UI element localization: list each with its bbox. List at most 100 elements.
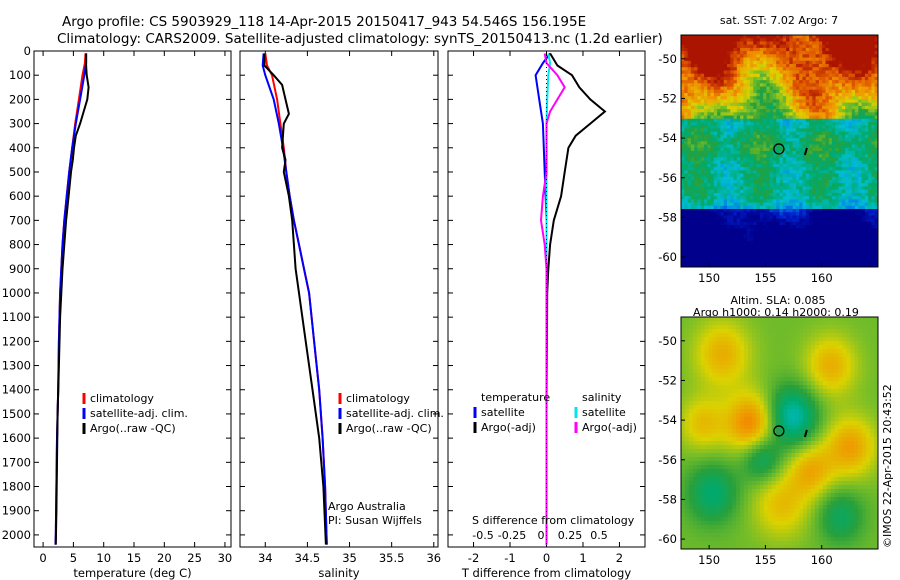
map-cell: [772, 247, 777, 252]
map-frame: [680, 34, 879, 268]
map-cell: [799, 317, 804, 322]
map-cell: [697, 51, 702, 55]
map-cell: [825, 86, 830, 91]
map-cell: [848, 199, 853, 204]
map-cell: [792, 54, 797, 59]
map-cell: [874, 192, 878, 197]
map-cell: [730, 102, 735, 107]
map-cell: [700, 67, 705, 72]
map-cell: [703, 64, 708, 68]
map-cell: [759, 183, 764, 188]
map-cell: [848, 99, 853, 104]
map-cell: [733, 173, 738, 178]
map-cell: [805, 134, 810, 139]
map-cell: [766, 73, 771, 78]
map-cell: [832, 141, 836, 146]
map-cell: [753, 115, 758, 120]
map-cell: [736, 141, 741, 146]
map-cell: [864, 86, 869, 91]
map-cell: [720, 244, 725, 249]
map-cell: [717, 131, 721, 136]
map-cell: [700, 202, 705, 207]
map-cell: [747, 341, 753, 346]
map-cell: [789, 192, 794, 197]
map-cell: [791, 333, 796, 338]
map-cell: [776, 99, 781, 104]
map-cell: [753, 183, 758, 188]
map-cell: [832, 109, 836, 113]
map-cell: [841, 99, 846, 104]
map-cell: [779, 38, 784, 43]
map-cell: [805, 51, 810, 55]
map-cell: [728, 341, 733, 346]
map-cell: [822, 67, 827, 72]
map-cell: [713, 186, 718, 191]
map-cell: [740, 141, 744, 146]
map-cell: [838, 57, 843, 62]
map-cell: [835, 257, 840, 262]
map-cell: [832, 57, 836, 62]
map-cell: [736, 329, 741, 334]
map-cell: [832, 247, 836, 252]
map-cell: [756, 218, 761, 223]
map-cell: [792, 263, 797, 267]
map-cell: [759, 47, 764, 52]
map-cell: [868, 89, 873, 94]
map-cell: [736, 257, 741, 262]
map-cell: [809, 192, 813, 197]
map-cell: [730, 247, 735, 252]
map-cell: [776, 118, 781, 123]
map-cell: [809, 234, 813, 239]
map-cell: [736, 228, 741, 233]
map-cell: [874, 341, 878, 346]
map-cell: [730, 70, 735, 75]
map-cell: [861, 154, 866, 159]
map-cell: [799, 105, 804, 110]
map-cell: [848, 173, 853, 178]
map-cell: [769, 170, 774, 175]
map-cell: [746, 112, 751, 117]
map-cell: [822, 163, 827, 168]
map-cell: [838, 41, 843, 46]
map-cell: [786, 86, 790, 91]
map-cell: [835, 215, 840, 220]
map-cell: [681, 102, 685, 107]
map-cell: [749, 99, 754, 104]
map-cell: [730, 93, 735, 97]
map-cell: [855, 73, 859, 78]
map-cell: [818, 118, 823, 123]
map-cell: [723, 131, 728, 136]
map-cell: [766, 54, 771, 59]
map-cell: [871, 80, 876, 84]
map-cell: [772, 234, 777, 239]
map-cell: [828, 173, 833, 178]
map-cell: [799, 221, 804, 226]
map-cell: [697, 212, 702, 217]
map-cell: [848, 154, 853, 159]
map-cell: [838, 44, 843, 49]
map-cell: [759, 76, 764, 81]
map-cell: [832, 199, 836, 204]
map-cell: [799, 337, 804, 342]
map-cell: [703, 170, 708, 175]
map-cell: [864, 67, 869, 72]
map-cell: [845, 173, 850, 178]
map-cell: [848, 215, 853, 220]
map-cell: [707, 202, 712, 207]
map-cell: [769, 238, 774, 242]
map-cell: [822, 105, 827, 110]
map-cell: [736, 105, 741, 110]
map-cell: [789, 86, 794, 91]
map-cell: [845, 167, 850, 171]
map-cell: [763, 83, 767, 88]
map-cell: [700, 212, 705, 217]
map-cell: [792, 173, 797, 178]
map-cell: [848, 241, 853, 246]
map-cell: [769, 51, 774, 55]
map-cell: [874, 221, 878, 226]
map-cell: [717, 93, 721, 97]
map-cell: [746, 93, 751, 97]
map-cell: [845, 205, 850, 210]
map-cell: [851, 64, 856, 68]
map-cell: [825, 44, 830, 49]
